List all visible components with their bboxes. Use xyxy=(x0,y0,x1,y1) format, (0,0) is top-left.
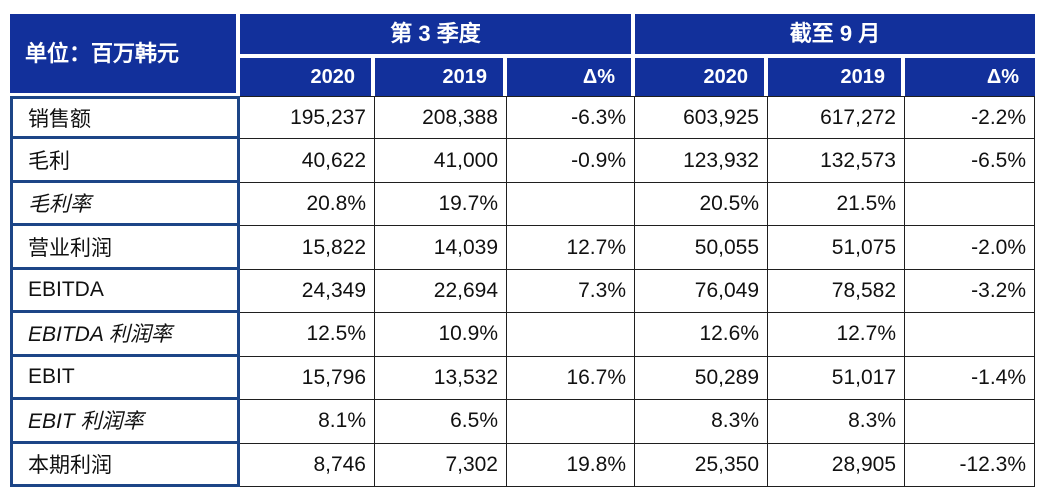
cell-q3-delta: 7.3% xyxy=(507,269,635,314)
cell-q3-2020: 40,622 xyxy=(240,139,375,183)
cell-ytd-delta: -3.2% xyxy=(905,269,1035,314)
cell-q3-delta: -0.9% xyxy=(507,139,635,183)
cell-ytd-2019: 51,075 xyxy=(768,226,905,270)
col-header-q3-2020: 2020 xyxy=(240,58,375,96)
cell-q3-2019: 10.9% xyxy=(375,313,507,357)
table-header: 单位：百万韩元 第 3 季度 截至 9 月 2020 2019 Δ% 2020 … xyxy=(10,14,1035,96)
cell-ytd-delta: -2.0% xyxy=(905,226,1035,270)
cell-q3-2019: 19.7% xyxy=(375,182,507,227)
cell-ytd-2020: 20.5% xyxy=(635,182,768,227)
cell-ytd-2019: 28,905 xyxy=(768,443,905,487)
column-group-ytd-sep: 截至 9 月 xyxy=(635,14,1035,58)
col-header-ytd-2019: 2019 xyxy=(768,58,905,96)
table-body: 销售额 195,237 208,388 -6.3% 603,925 617,27… xyxy=(10,96,1035,487)
cell-q3-2020: 20.8% xyxy=(240,182,375,227)
col-header-q3-2019: 2019 xyxy=(375,58,507,96)
cell-q3-2020: 15,796 xyxy=(240,356,375,401)
cell-q3-2019: 6.5% xyxy=(375,400,507,444)
row-label: 毛利 xyxy=(10,139,240,183)
cell-ytd-delta xyxy=(905,313,1035,357)
row-label: 营业利润 xyxy=(10,226,240,270)
cell-ytd-delta: -12.3% xyxy=(905,443,1035,487)
cell-q3-2019: 14,039 xyxy=(375,226,507,270)
unit-label: 单位：百万韩元 xyxy=(10,14,240,96)
cell-q3-delta xyxy=(507,182,635,227)
cell-ytd-2019: 78,582 xyxy=(768,269,905,314)
cell-ytd-2019: 617,272 xyxy=(768,96,905,140)
cell-q3-2019: 208,388 xyxy=(375,96,507,140)
col-header-ytd-2020: 2020 xyxy=(635,58,768,96)
row-label: EBIT xyxy=(10,356,240,401)
cell-ytd-2019: 21.5% xyxy=(768,182,905,227)
cell-q3-2020: 8.1% xyxy=(240,400,375,444)
cell-q3-2020: 15,822 xyxy=(240,226,375,270)
cell-ytd-delta: -1.4% xyxy=(905,356,1035,401)
column-group-q3: 第 3 季度 xyxy=(240,14,635,58)
col-header-ytd-delta: Δ% xyxy=(905,58,1035,96)
cell-q3-delta xyxy=(507,313,635,357)
cell-ytd-2019: 132,573 xyxy=(768,139,905,183)
cell-ytd-delta xyxy=(905,400,1035,444)
cell-q3-delta: -6.3% xyxy=(507,96,635,140)
cell-ytd-delta xyxy=(905,182,1035,227)
cell-q3-2019: 22,694 xyxy=(375,269,507,314)
row-label: EBITDA 利润率 xyxy=(10,313,240,357)
cell-q3-delta: 19.8% xyxy=(507,443,635,487)
cell-ytd-2020: 603,925 xyxy=(635,96,768,140)
row-label: EBIT 利润率 xyxy=(10,400,240,444)
cell-ytd-delta: -6.5% xyxy=(905,139,1035,183)
cell-q3-2019: 13,532 xyxy=(375,356,507,401)
cell-q3-delta xyxy=(507,400,635,444)
row-label: 销售额 xyxy=(10,96,240,140)
cell-ytd-2019: 8.3% xyxy=(768,400,905,444)
cell-q3-2019: 7,302 xyxy=(375,443,507,487)
financial-table: 单位：百万韩元 第 3 季度 截至 9 月 2020 2019 Δ% 2020 … xyxy=(10,14,1035,487)
cell-q3-2019: 41,000 xyxy=(375,139,507,183)
row-label: 毛利率 xyxy=(10,182,240,227)
cell-ytd-2019: 12.7% xyxy=(768,313,905,357)
col-header-q3-delta: Δ% xyxy=(507,58,635,96)
cell-ytd-2019: 51,017 xyxy=(768,356,905,401)
cell-q3-2020: 8,746 xyxy=(240,443,375,487)
cell-q3-2020: 24,349 xyxy=(240,269,375,314)
cell-q3-delta: 12.7% xyxy=(507,226,635,270)
cell-ytd-2020: 12.6% xyxy=(635,313,768,357)
cell-ytd-2020: 50,055 xyxy=(635,226,768,270)
row-label: EBITDA xyxy=(10,269,240,314)
cell-ytd-2020: 25,350 xyxy=(635,443,768,487)
cell-ytd-2020: 123,932 xyxy=(635,139,768,183)
cell-q3-2020: 12.5% xyxy=(240,313,375,357)
cell-ytd-2020: 8.3% xyxy=(635,400,768,444)
cell-q3-2020: 195,237 xyxy=(240,96,375,140)
cell-q3-delta: 16.7% xyxy=(507,356,635,401)
cell-ytd-2020: 76,049 xyxy=(635,269,768,314)
cell-ytd-2020: 50,289 xyxy=(635,356,768,401)
cell-ytd-delta: -2.2% xyxy=(905,96,1035,140)
row-label: 本期利润 xyxy=(10,443,240,487)
